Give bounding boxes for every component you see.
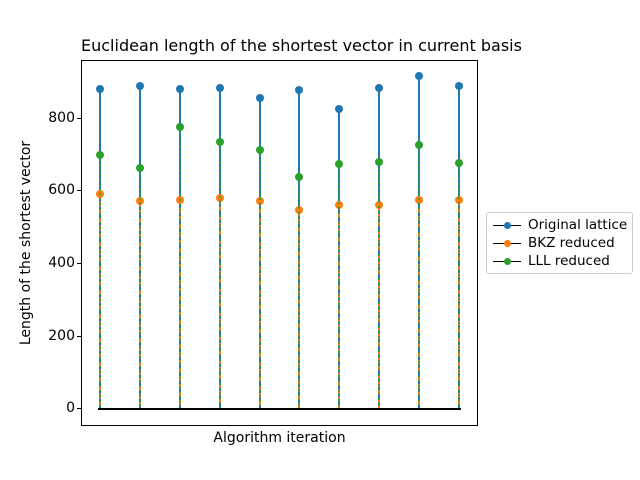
stem-marker-original-lattice bbox=[295, 85, 304, 94]
stem-line-lll-reduced bbox=[338, 163, 341, 409]
stem-marker-lll-reduced bbox=[95, 151, 104, 160]
stem-marker-original-lattice bbox=[335, 104, 344, 113]
legend-item-original-lattice: Original lattice bbox=[493, 216, 628, 234]
legend-item-lll-reduced: LLL reduced bbox=[493, 252, 628, 270]
y-tick-mark bbox=[77, 190, 81, 192]
stem-marker-lll-reduced bbox=[455, 158, 464, 167]
legend-item-label: LLL reduced bbox=[528, 253, 610, 269]
stem-marker-lll-reduced bbox=[295, 172, 304, 181]
y-tick-mark bbox=[77, 335, 81, 337]
legend-handle bbox=[493, 257, 521, 265]
y-tick-mark bbox=[77, 408, 81, 410]
legend-marker-icon bbox=[503, 239, 511, 247]
y-tick-label: 0 bbox=[66, 400, 75, 417]
stem-marker-lll-reduced bbox=[255, 145, 264, 154]
stem-marker-lll-reduced bbox=[375, 157, 384, 166]
legend-handle bbox=[493, 221, 521, 229]
stem-marker-original-lattice bbox=[255, 94, 264, 103]
y-tick-label: 600 bbox=[48, 182, 75, 199]
stem-marker-original-lattice bbox=[375, 83, 384, 92]
chart-title: Euclidean length of the shortest vector … bbox=[81, 36, 522, 55]
stem-line-lll-reduced bbox=[218, 141, 221, 409]
stem-line-lll-reduced bbox=[98, 155, 101, 409]
stem-line-lll-reduced bbox=[178, 127, 181, 409]
stem-marker-original-lattice bbox=[175, 84, 184, 93]
stem-marker-original-lattice bbox=[135, 81, 144, 90]
legend-marker-icon bbox=[503, 221, 511, 229]
legend-marker-icon bbox=[503, 257, 511, 265]
stem-marker-lll-reduced bbox=[335, 159, 344, 168]
stem-line-lll-reduced bbox=[258, 149, 261, 409]
plot-area bbox=[81, 60, 478, 426]
legend-item-label: BKZ reduced bbox=[528, 235, 615, 251]
legend: Original lattice BKZ reduced LLL reduced bbox=[486, 212, 633, 274]
y-tick-label: 400 bbox=[48, 255, 75, 271]
baseline bbox=[98, 407, 461, 410]
y-tick-label: 800 bbox=[48, 109, 75, 126]
legend-item-label: Original lattice bbox=[528, 217, 628, 233]
stem-line-lll-reduced bbox=[418, 144, 421, 409]
stem-marker-original-lattice bbox=[455, 82, 464, 91]
y-axis-label: Length of the shortest vector bbox=[18, 140, 34, 346]
stem-marker-original-lattice bbox=[95, 84, 104, 93]
stem-line-lll-reduced bbox=[138, 168, 141, 409]
x-axis-label: Algorithm iteration bbox=[213, 430, 346, 446]
stem-marker-original-lattice bbox=[215, 83, 224, 92]
y-tick-mark bbox=[77, 117, 81, 119]
legend-item-bkz-reduced: BKZ reduced bbox=[493, 234, 628, 252]
stem-marker-lll-reduced bbox=[215, 137, 224, 146]
stem-line-lll-reduced bbox=[378, 161, 381, 409]
stem-line-lll-reduced bbox=[298, 176, 301, 409]
stem-line-lll-reduced bbox=[458, 162, 461, 409]
stem-marker-original-lattice bbox=[415, 71, 424, 80]
y-tick-label: 200 bbox=[48, 327, 75, 344]
y-tick-mark bbox=[77, 263, 81, 264]
stem-marker-lll-reduced bbox=[415, 140, 424, 149]
legend-handle bbox=[493, 239, 521, 247]
stem-marker-lll-reduced bbox=[175, 123, 184, 132]
stem-marker-lll-reduced bbox=[135, 164, 144, 173]
